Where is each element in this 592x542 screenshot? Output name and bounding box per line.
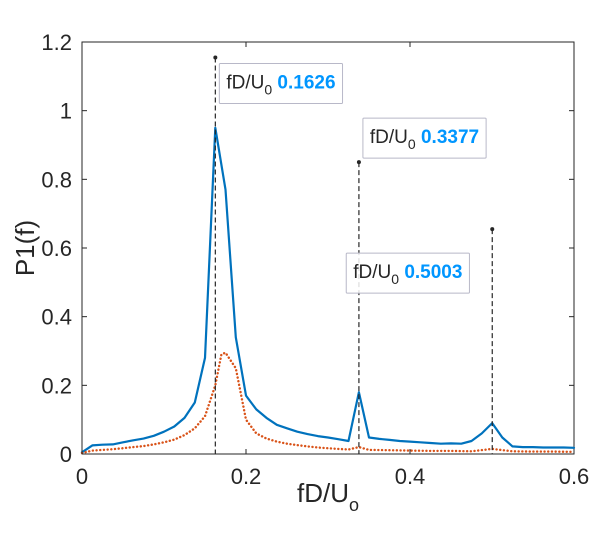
datatip: fD/U0 0.1626 xyxy=(218,62,344,104)
y-tick-label: 1.2 xyxy=(41,30,72,55)
y-tick-label: 0.2 xyxy=(41,373,72,398)
y-tick-label: 0.8 xyxy=(41,167,72,192)
y-tick-label: 1 xyxy=(60,99,72,124)
datatip-marker xyxy=(490,227,495,232)
datatip: fD/U0 0.3377 xyxy=(362,117,487,159)
y-tick-label: 0.4 xyxy=(41,305,72,330)
datatip-marker xyxy=(356,160,361,165)
datatip-box xyxy=(362,117,487,159)
datatip-marker xyxy=(213,55,218,60)
series-line-1 xyxy=(80,351,576,455)
datatip-box xyxy=(218,62,344,104)
x-tick-label: 0.2 xyxy=(231,464,262,489)
y-tick-label: 0.6 xyxy=(41,236,72,261)
x-tick-label: 0 xyxy=(76,464,88,489)
annotation-layer: fD/U0 0.1626 fD/U0 0.3377 fD/U0 0.5003 xyxy=(213,55,495,454)
datatip-label: fD/U0 0.5003 xyxy=(353,262,462,287)
x-axis-label: fD/Uo xyxy=(297,478,359,515)
y-axis-label: P1(f) xyxy=(10,220,40,276)
plot-area: fD/U0 0.1626 fD/U0 0.3377 fD/U0 0.5003 0 0.… xyxy=(41,30,589,489)
datatip: fD/U0 0.5003 xyxy=(345,252,470,294)
tick-layer: 0 0.2 0.4 0.6 0 0.2 0.4 0.6 0.8 1 1.2 xyxy=(41,30,589,489)
x-tick-label: 0.4 xyxy=(395,464,426,489)
datatip-box xyxy=(345,252,470,294)
y-tick-label: 0 xyxy=(60,442,72,467)
datatip-label: fD/U0 0.1626 xyxy=(226,72,335,97)
datatip-label: fD/U0 0.3377 xyxy=(370,127,479,152)
x-tick-label: 0.6 xyxy=(559,464,590,489)
